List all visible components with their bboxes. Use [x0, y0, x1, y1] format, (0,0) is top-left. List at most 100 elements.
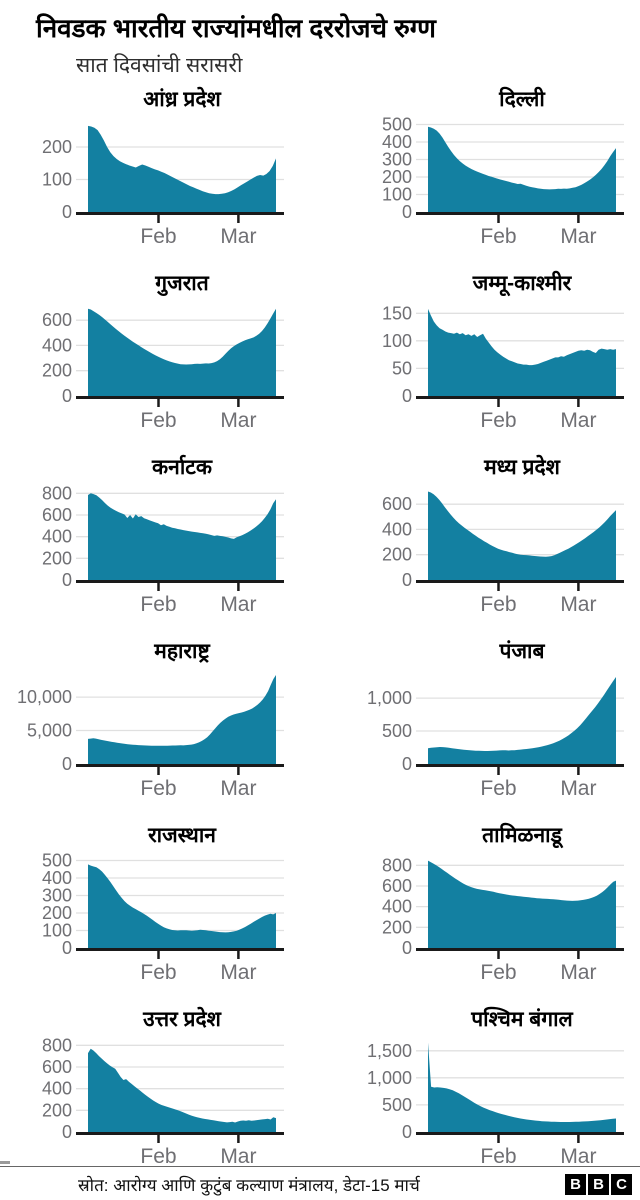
chart-svg: 0 200 400 600 Feb Mar: [382, 491, 624, 616]
x-tick-label: Mar: [560, 777, 596, 800]
area-chart: 0 500 1,000 Feb Mar: [356, 667, 640, 801]
y-tick-label: 600: [382, 494, 412, 514]
x-tick-label: Mar: [560, 961, 596, 984]
x-tick-label: Mar: [220, 593, 256, 616]
chart-title: पंजाब: [499, 639, 545, 663]
y-tick-label: 300: [42, 885, 72, 905]
chart-svg: 0 100 200 Feb Mar: [42, 125, 284, 248]
y-tick-label: 500: [382, 721, 412, 741]
area-chart: 0 200 400 600 800 Feb Mar: [16, 483, 320, 617]
y-tick-label: 0: [402, 1122, 412, 1142]
y-tick-label: 500: [382, 1095, 412, 1115]
bbc-logo: B B C: [565, 1174, 632, 1195]
y-tick-label: 400: [382, 132, 412, 152]
chart-cell-rajasthan: राजस्थान 0 100 200 300 400 500 Feb Mar: [0, 819, 320, 1003]
chart-cell-madhya-pradesh: मध्य प्रदेश 0 200 400 600 Feb Mar: [320, 451, 640, 635]
x-tick-label: Mar: [220, 1145, 256, 1168]
x-tick-label: Feb: [140, 777, 176, 800]
y-tick-label: 0: [402, 202, 412, 222]
x-tick-label: Mar: [560, 225, 596, 248]
chart-cell-tamil-nadu: तामिळनाडू 0 200 400 600 800 Feb Mar: [320, 819, 640, 1003]
chart-svg: 0 5,000 10,000 Feb Mar: [17, 674, 284, 800]
y-tick-label: 0: [402, 754, 412, 774]
area-series: [88, 493, 276, 580]
y-tick-label: 1,000: [367, 1068, 412, 1088]
y-tick-label: 400: [42, 335, 72, 355]
y-tick-label: 400: [382, 896, 412, 916]
x-tick-label: Feb: [140, 593, 176, 616]
area-series: [88, 864, 276, 948]
y-tick-label: 200: [42, 903, 72, 923]
x-tick-label: Feb: [480, 1145, 516, 1168]
x-tick-label: Feb: [480, 961, 516, 984]
chart-title: उत्तर प्रदेश: [143, 1007, 221, 1031]
area-chart: 0 200 400 600 800 Feb Mar: [356, 851, 640, 985]
chart-title: राजस्थान: [148, 823, 216, 847]
y-tick-label: 50: [392, 358, 412, 378]
x-tick-label: Mar: [220, 225, 256, 248]
y-tick-label: 1,000: [367, 688, 412, 708]
area-series: [88, 308, 276, 396]
area-series: [428, 308, 616, 396]
y-tick-label: 500: [382, 115, 412, 135]
y-tick-label: 200: [42, 137, 72, 157]
y-tick-label: 100: [42, 920, 72, 940]
chart-cell-punjab: पंजाब 0 500 1,000 Feb Mar: [320, 635, 640, 819]
y-tick-label: 200: [382, 917, 412, 937]
y-tick-label: 150: [382, 303, 412, 323]
x-tick-label: Feb: [480, 777, 516, 800]
y-tick-label: 5,000: [27, 720, 72, 740]
y-tick-label: 600: [42, 1057, 72, 1077]
footer: स्रोत: आरोग्य आणि कुटुंब कल्याण मंत्रालय…: [0, 1161, 640, 1200]
y-tick-label: 500: [42, 851, 72, 871]
chart-svg: 0 50 100 150 Feb Mar: [382, 303, 624, 432]
y-tick-label: 400: [42, 1079, 72, 1099]
chart-title: तामिळनाडू: [482, 823, 562, 847]
chart-title: दिल्ली: [499, 87, 545, 111]
y-tick-label: 400: [42, 868, 72, 888]
x-tick-label: Mar: [560, 593, 596, 616]
chart-svg: 0 500 1,000 1,500 Feb Mar: [367, 1041, 624, 1168]
y-tick-label: 0: [62, 202, 72, 222]
area-chart: 0 100 200 300 400 500 Feb Mar: [356, 115, 640, 249]
area-series: [88, 1048, 276, 1132]
y-tick-label: 0: [402, 938, 412, 958]
area-chart: 0 200 400 600 800 Feb Mar: [16, 1035, 320, 1169]
source-text: स्रोत: आरोग्य आणि कुटुंब कल्याण मंत्रालय…: [78, 1176, 420, 1195]
x-tick-label: Feb: [140, 225, 176, 248]
chart-title: आंध्र प्रदेश: [143, 87, 221, 111]
y-tick-label: 0: [62, 754, 72, 774]
area-chart: 0 50 100 150 Feb Mar: [356, 299, 640, 433]
y-tick-label: 600: [42, 310, 72, 330]
x-tick-label: Feb: [480, 409, 516, 432]
y-tick-label: 100: [42, 169, 72, 189]
page-title: निवडक भारतीय राज्यांमधील दररोजचे रुग्ण: [36, 13, 436, 43]
area-series: [88, 674, 276, 764]
y-tick-label: 0: [62, 386, 72, 406]
x-tick-label: Mar: [560, 1145, 596, 1168]
chart-cell-jammu-kashmir: जम्मू-काश्मीर 0 50 100 150 Feb Mar: [320, 267, 640, 451]
y-tick-label: 200: [42, 1100, 72, 1120]
y-tick-label: 10,000: [17, 687, 72, 707]
header: निवडक भारतीय राज्यांमधील दररोजचे रुग्ण स…: [0, 0, 640, 79]
chart-title: पश्चिम बंगाल: [471, 1007, 573, 1031]
x-tick-label: Mar: [220, 409, 256, 432]
area-series: [428, 676, 616, 764]
chart-title: कर्नाटक: [152, 455, 212, 479]
chart-title: महाराष्ट्र: [154, 639, 210, 663]
area-chart: 0 200 400 600 Feb Mar: [356, 483, 640, 617]
chart-title: जम्मू-काश्मीर: [472, 271, 572, 295]
y-tick-label: 800: [42, 1035, 72, 1055]
chart-cell-west-bengal: पश्चिम बंगाल 0 500 1,000 1,500 Feb Mar: [320, 1003, 640, 1187]
x-tick-label: Feb: [140, 409, 176, 432]
y-tick-label: 600: [382, 876, 412, 896]
y-tick-label: 0: [62, 938, 72, 958]
y-tick-label: 600: [42, 505, 72, 525]
y-tick-label: 200: [382, 545, 412, 565]
chart-svg: 0 500 1,000 Feb Mar: [367, 676, 624, 800]
y-tick-label: 0: [402, 570, 412, 590]
bbc-logo-letter: B: [588, 1174, 609, 1195]
